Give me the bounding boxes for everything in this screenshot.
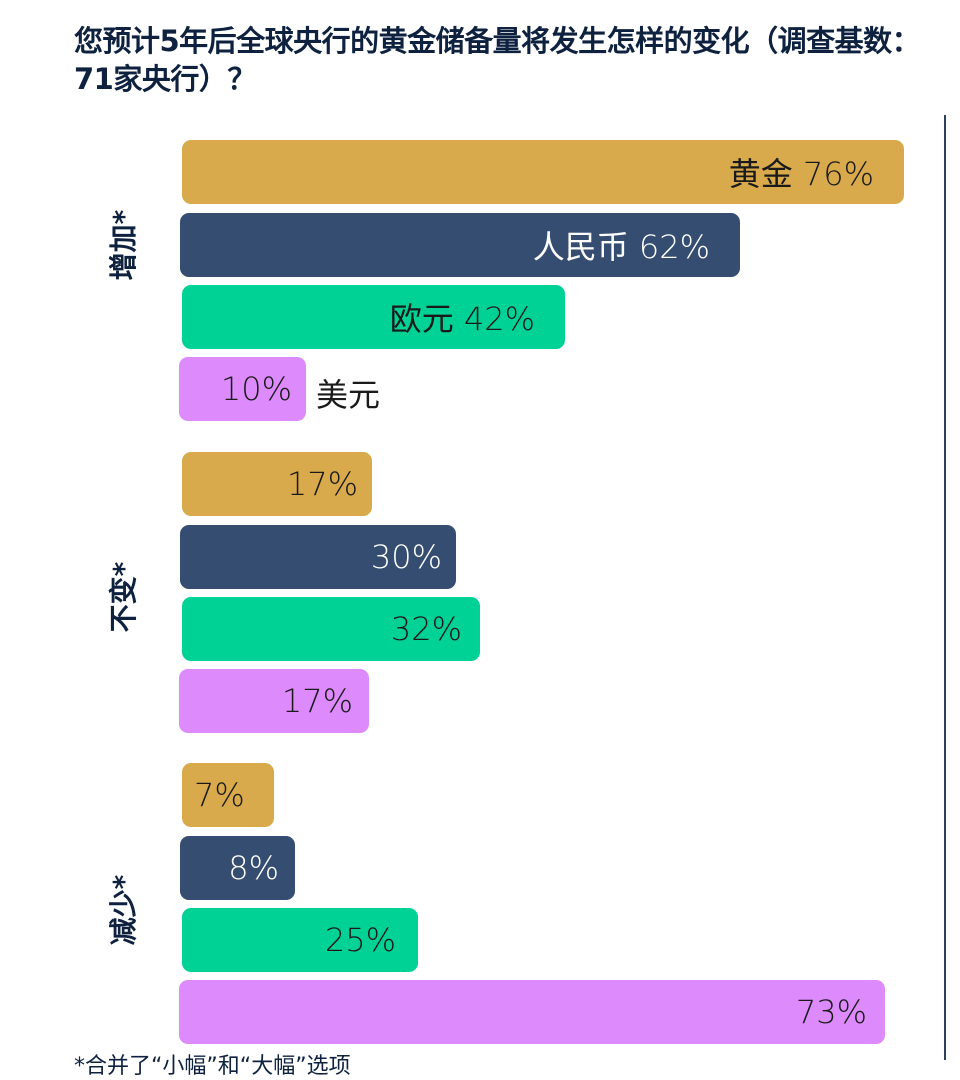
bar-increase-euro: 欧元 42%	[182, 285, 565, 349]
bar-label: 欧元 42%	[389, 300, 535, 338]
bar-unchanged-gold: 17%	[182, 452, 372, 516]
bar-label: 73%	[795, 993, 867, 1031]
bar-increase-usd: 10%	[179, 357, 306, 421]
group-label-decrease: 减少*	[107, 874, 140, 946]
bar-label: 17%	[286, 465, 358, 503]
bar-decrease-rmb: 8%	[180, 836, 295, 900]
bar-label: 10%	[220, 370, 292, 408]
bar-label: 黄金 76%	[728, 155, 874, 193]
chart-title: 您预计5年后全球央行的黄金储备量将发生怎样的变化（调查基数：71家央行）？	[74, 24, 921, 96]
bar-unchanged-euro: 32%	[182, 597, 480, 661]
bar-unchanged-usd: 17%	[179, 669, 369, 733]
bar-label: 25%	[324, 921, 396, 959]
right-divider-line	[944, 115, 946, 1060]
bar-label: 17%	[281, 682, 353, 720]
series-label-usd: 美元	[316, 376, 381, 414]
bar-label: 30%	[370, 538, 442, 576]
footnote: *合并了“小幅”和“大幅”选项	[74, 1054, 351, 1079]
bar-label: 7%	[194, 776, 245, 814]
group-label-unchanged: 不变*	[107, 561, 140, 633]
bar-label: 8%	[228, 849, 279, 887]
bar-label: 人民币 62%	[532, 228, 710, 266]
bar-decrease-usd: 73%	[179, 980, 885, 1044]
bar-label: 32%	[390, 610, 462, 648]
bar-increase-rmb: 人民币 62%	[180, 213, 740, 277]
group-label-increase: 增加*	[107, 209, 140, 281]
bar-unchanged-rmb: 30%	[180, 525, 456, 589]
bar-decrease-euro: 25%	[182, 908, 418, 972]
bar-decrease-gold: 7%	[182, 763, 274, 827]
bar-increase-gold: 黄金 76%	[182, 140, 904, 204]
